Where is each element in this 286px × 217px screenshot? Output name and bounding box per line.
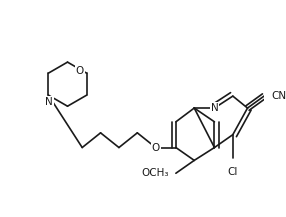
Text: O: O (76, 66, 84, 76)
Text: Cl: Cl (228, 167, 238, 177)
Text: N: N (210, 103, 218, 113)
Text: O: O (152, 143, 160, 153)
Text: OCH₃: OCH₃ (141, 168, 168, 178)
Text: CN: CN (271, 91, 286, 101)
Text: N: N (45, 97, 53, 107)
